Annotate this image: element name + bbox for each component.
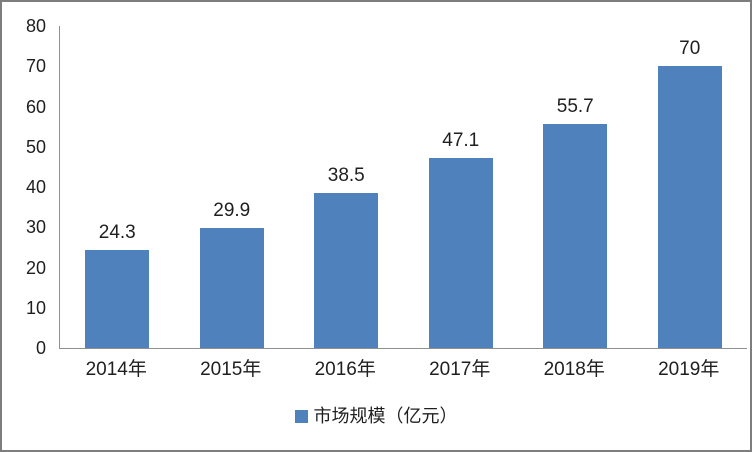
x-tick-label: 2019年 [658,359,720,380]
x-tick-label: 2014年 [85,359,147,380]
bar-slot: 55.7 [518,26,633,348]
x-axis: 2014年 2015年 2016年 2017年 2018年 2019年 [59,358,746,382]
bar-2014年: 24.3 [85,223,150,348]
bar-slot: 29.9 [175,26,290,348]
legend-label: 市场规模（亿元） [313,406,458,426]
y-tick-label: 20 [25,257,46,278]
y-axis: 0 10 20 30 40 50 60 70 80 [2,16,46,358]
x-tick-label: 2018年 [543,359,605,380]
bar-slot: 38.5 [289,26,404,348]
y-tick-label: 50 [25,136,46,157]
y-tick-label: 0 [35,338,46,358]
y-tick-label: 30 [25,217,46,238]
bar-value-label: 29.9 [213,199,251,221]
y-tick-label: 40 [25,177,46,197]
x-tick-label: 2016年 [314,359,376,380]
y-tick-label: 60 [25,96,46,117]
bar-value-label: 38.5 [327,165,365,187]
bar-slot: 70 [633,26,748,348]
y-tick-label: 80 [25,16,46,36]
bar-2016年: 38.5 [314,166,379,348]
bar-value-label: 70 [679,38,701,60]
x-tick-label: 2015年 [200,359,262,380]
bar-2019年: 70 [657,39,722,348]
bar-value-label: 47.1 [442,130,480,152]
legend-square-icon [294,409,308,423]
bar-slot: 24.3 [60,26,175,348]
bar-2018年: 55.7 [543,96,608,348]
y-tick-label: 10 [25,297,46,318]
x-tick-label: 2017年 [429,359,491,380]
bar-2015年: 29.9 [199,200,264,348]
legend: 市场规模（亿元） [2,405,750,427]
bar-2017年: 47.1 [428,131,493,348]
bar-value-label: 24.3 [98,222,136,244]
y-tick-label: 70 [25,56,46,77]
bar-value-label: 55.7 [556,95,594,117]
plot-area: 24.3 29.9 38.5 47.1 55.7 70 [59,26,747,349]
bar-slot: 47.1 [404,26,519,348]
